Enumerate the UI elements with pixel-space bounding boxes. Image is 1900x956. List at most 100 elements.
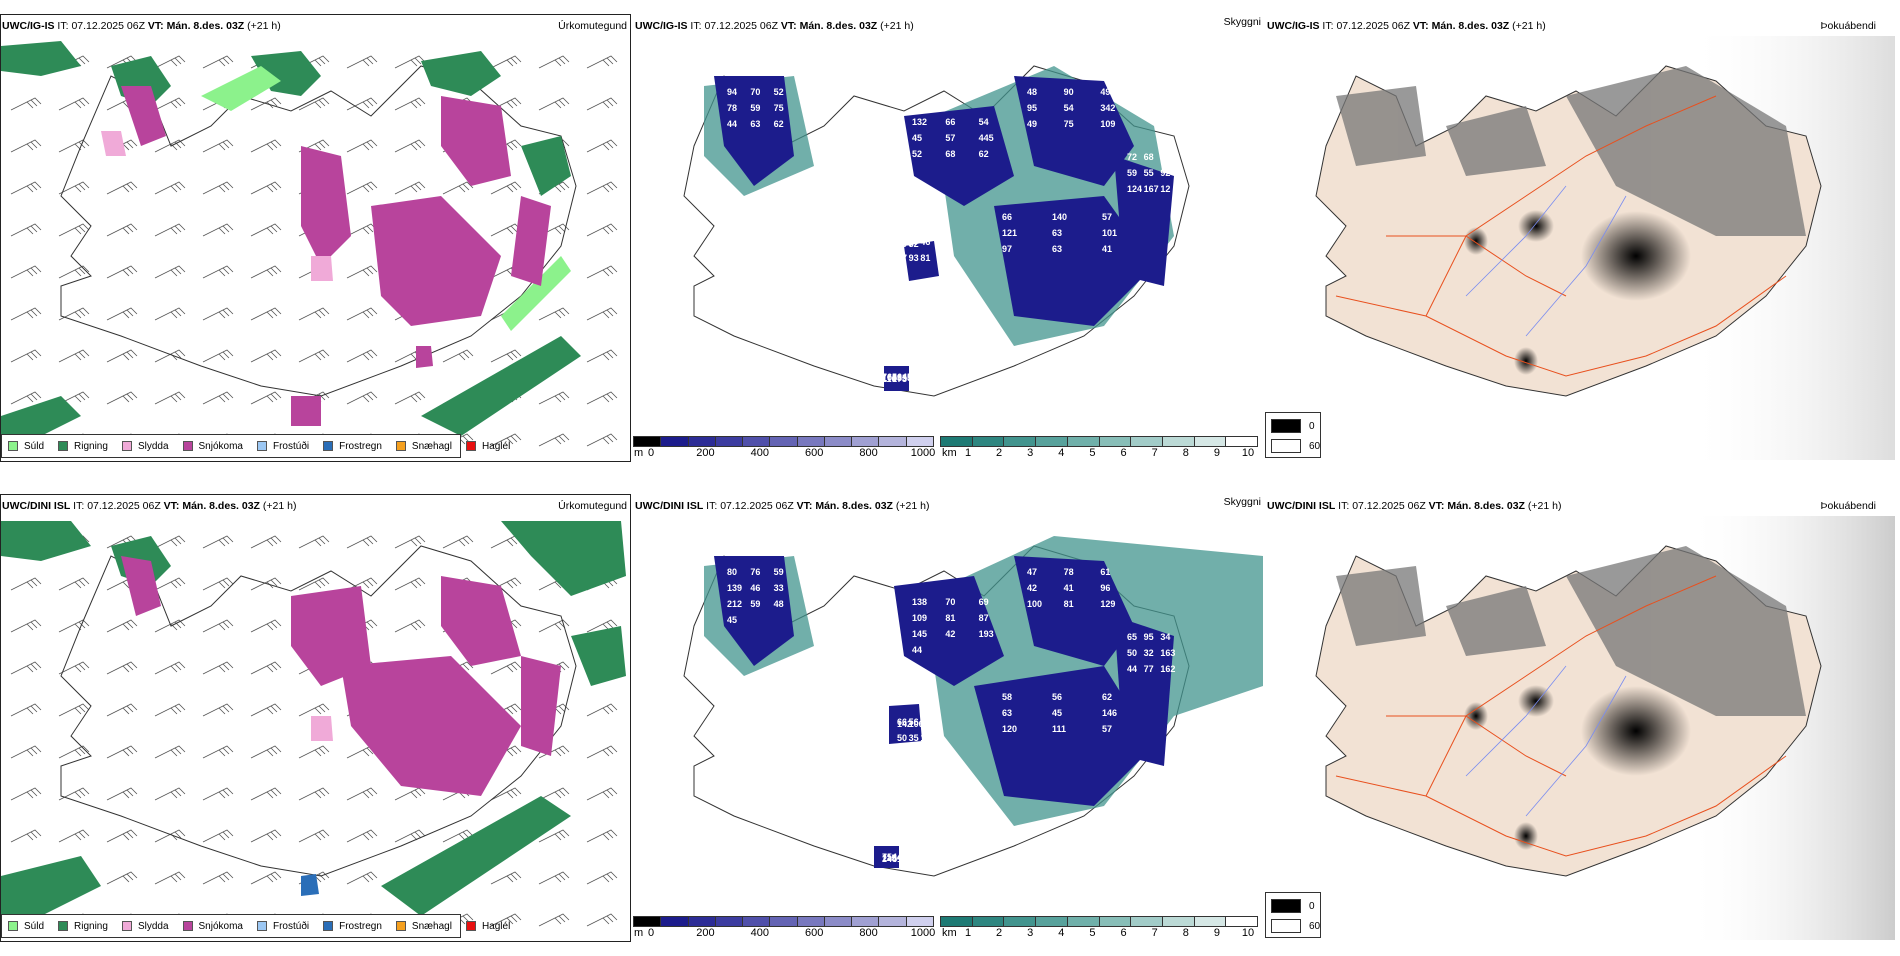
cloud-base-value: 47 — [1027, 567, 1037, 577]
visibility-ticks: 1 2 3 4 5 6 7 8 9 10 — [940, 927, 1258, 941]
wind-barb — [106, 181, 138, 195]
cloud-base-value: 68 — [1144, 152, 1154, 162]
cloud-base-value: 56 — [909, 717, 919, 727]
cloud-base-value: 35 — [909, 733, 919, 743]
wind-barb — [586, 391, 618, 405]
product-name: Þokuábendi — [1820, 20, 1876, 32]
wind-barb — [346, 223, 378, 237]
wind-barb — [538, 913, 570, 927]
colorbar-segment — [1099, 917, 1132, 926]
colorbar-segment — [941, 917, 973, 926]
colorbar-segment — [661, 437, 689, 446]
cloud-base-value: 115 — [882, 853, 897, 863]
colorbar-segment — [770, 437, 798, 446]
colorbar-tick-label: 9 — [1213, 447, 1220, 459]
cloud-base-value: 57 — [897, 253, 907, 263]
cloud-base-value: 34 — [1160, 632, 1170, 642]
lead-time: (+21 h) — [1527, 500, 1562, 512]
cloud-base-value: 81 — [920, 253, 930, 263]
cloud-base-value: 72 — [1127, 152, 1137, 162]
wind-barb — [10, 787, 42, 801]
swatch-rigning — [58, 921, 69, 931]
wind-barb — [58, 745, 90, 759]
legend-item-slydda: Slydda — [121, 441, 169, 452]
lead-time: (+21 h) — [247, 20, 281, 32]
wind-barb — [106, 349, 138, 363]
iceland-coastline — [683, 65, 1190, 397]
legend-item-frostudi: Frostúði — [256, 441, 309, 452]
colorbar-segment — [1194, 437, 1227, 446]
snow-areas — [121, 86, 551, 426]
panel-frame — [0, 14, 631, 462]
colorbar-tick-label: 4 — [1058, 447, 1065, 459]
wind-barb — [58, 139, 90, 153]
wind-barb — [394, 619, 426, 633]
vt-value: Mán. 8.des. 03Z — [1431, 20, 1510, 32]
wind-barb — [58, 265, 90, 279]
cloud-base-areas — [714, 76, 1174, 391]
wind-barb — [202, 787, 234, 801]
wind-barb — [394, 829, 426, 843]
colorbar-segment — [797, 917, 825, 926]
cloud-base-value: 70 — [945, 597, 955, 607]
panel-header: UWC/IG-IS IT: 07.12.2025 06Z VT: Mán. 8.… — [2, 20, 281, 32]
colorbar-segment — [743, 437, 771, 446]
it-label: IT: — [1322, 20, 1334, 32]
it-label: IT: — [706, 500, 718, 512]
cloud-base-value: 48 — [774, 599, 784, 609]
cloud-base-value: 111 — [1052, 724, 1066, 734]
fog-dark-area — [1464, 227, 1488, 255]
legend-label: Súld — [24, 920, 45, 932]
wind-barb — [154, 181, 186, 195]
wind-barb — [58, 391, 90, 405]
cloud-base-value: 102 — [902, 853, 917, 863]
legend-item-rigning: Rigning — [58, 921, 108, 932]
cloud-base-value: 63 — [1002, 708, 1012, 718]
cloud-base-value: 32 — [1144, 648, 1154, 658]
cloud-base-value: 81 — [1064, 599, 1074, 609]
panel-header: UWC/DINI ISL IT: 07.12.2025 06Z VT: Mán.… — [635, 500, 929, 512]
fog-dark-area — [1581, 686, 1691, 776]
colorbar-tick-label: 5 — [1089, 447, 1096, 459]
swatch-snaehagl — [395, 441, 406, 451]
cloud-base-value: 140 — [1052, 212, 1067, 222]
wind-barb — [106, 391, 138, 405]
wind-barb — [490, 55, 522, 69]
wind-barb — [394, 139, 426, 153]
fog-legend-label: 0 — [1309, 420, 1315, 432]
cloud-base-value: 59 — [750, 103, 760, 113]
visibility-ticks: 1 2 3 4 5 6 7 8 9 10 — [940, 447, 1258, 461]
cloud-base-value: 81 — [945, 613, 955, 623]
wind-barb — [106, 307, 138, 321]
colorbar-segment — [634, 437, 662, 446]
wind-barb — [10, 661, 42, 675]
panel-header: UWC/IG-IS IT: 07.12.2025 06Z VT: Mán. 8.… — [1267, 20, 1546, 32]
lead-time: (+21 h) — [880, 20, 914, 32]
cloud-base-value: 66 — [897, 717, 907, 727]
wind-barb — [586, 307, 618, 321]
wind-barb — [106, 619, 138, 633]
vt-label: VT: — [1412, 20, 1429, 32]
wind-barb — [538, 391, 570, 405]
wind-barb — [202, 181, 234, 195]
wind-barb — [58, 619, 90, 633]
colorbar-tick-label: 7 — [1151, 927, 1158, 939]
cloud-base-value: 129 — [1100, 599, 1115, 609]
wind-barb — [106, 745, 138, 759]
colorbar-segment — [715, 437, 744, 446]
colorbar-segment — [1067, 437, 1100, 446]
cloud-base-value: 100 — [1027, 599, 1042, 609]
wind-barb — [298, 577, 330, 591]
legend-item-suld: Súld — [8, 921, 44, 932]
cloud-base-value: 75 — [774, 103, 784, 113]
cloud-base-value: 63 — [1052, 244, 1062, 254]
wind-barb — [490, 871, 522, 885]
swatch-frostregn — [323, 921, 334, 931]
colorbar-tick-label: 600 — [805, 447, 824, 459]
colorbar-tick-label: 10 — [1241, 447, 1255, 459]
colorbar-tick-label: 2 — [996, 927, 1003, 939]
cloud-base-value: 162 — [1160, 664, 1175, 674]
colorbar-segment — [1036, 437, 1068, 446]
visibility-panel-dini: UWC/DINI ISL IT: 07.12.2025 06Z VT: Mán.… — [633, 494, 1321, 956]
wind-barb — [346, 139, 378, 153]
